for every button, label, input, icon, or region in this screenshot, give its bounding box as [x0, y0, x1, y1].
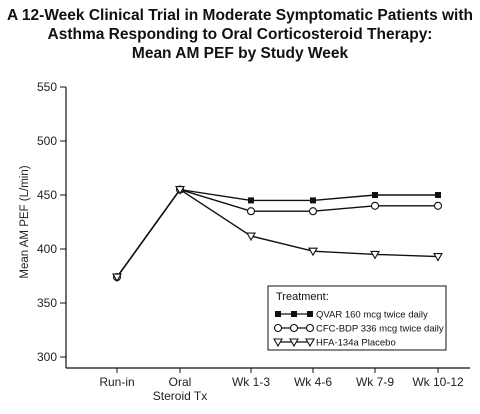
y-tick-label: 500	[37, 134, 57, 148]
legend-marker	[291, 311, 297, 317]
data-point	[433, 201, 443, 210]
title-line-1: A 12-Week Clinical Trial in Moderate Sym…	[7, 7, 473, 24]
legend-entry: QVAR 160 mcg twice daily	[316, 310, 428, 321]
y-tick-label: 450	[37, 188, 57, 202]
data-point	[248, 197, 254, 204]
series-line	[116, 188, 438, 278]
data-point	[370, 250, 380, 260]
title-line-3: Mean AM PEF by Study Week	[131, 45, 349, 62]
data-point	[308, 247, 318, 257]
data-point	[310, 197, 316, 204]
series-line	[116, 188, 439, 278]
data-point	[246, 207, 256, 216]
legend-entry: CFC-BDP 336 mcg twice daily	[316, 324, 444, 335]
x-tick-label: Run-in	[99, 375, 134, 389]
legend-marker	[289, 323, 299, 333]
legend-marker	[273, 323, 283, 333]
title-line-2: Asthma Responding to Oral Corticosteroid…	[47, 26, 433, 43]
legend-title: Treatment:	[276, 291, 329, 303]
x-tick-label: Steroid Tx	[153, 389, 207, 403]
series-line	[116, 188, 438, 278]
x-tick-label: Wk 7-9	[356, 375, 394, 389]
legend-marker	[305, 323, 315, 333]
chart-title: A 12-Week Clinical Trial in Moderate Sym…	[0, 6, 480, 63]
data-point	[175, 186, 185, 195]
series-3	[112, 186, 443, 283]
x-tick-label: Wk 4-6	[294, 375, 332, 389]
y-axis-label: Mean AM PEF (L/min)	[19, 165, 31, 278]
x-tick-label: Oral	[169, 375, 192, 389]
legend-marker	[289, 338, 299, 348]
data-point	[433, 253, 443, 262]
data-point	[246, 232, 256, 242]
data-point	[308, 207, 318, 216]
y-tick-label: 300	[37, 350, 57, 364]
legend-marker	[305, 338, 315, 348]
data-point	[435, 192, 441, 198]
legend-marker	[275, 311, 281, 317]
series-group	[112, 185, 443, 283]
y-tick-label: 550	[37, 80, 57, 94]
x-tick-label: Wk 10-12	[412, 375, 464, 389]
legend: Treatment: QVAR 160 mcg twice daily CFC-BD…	[267, 285, 447, 351]
data-point	[112, 273, 122, 283]
legend-marker	[273, 338, 283, 348]
y-tick-label: 350	[37, 296, 57, 310]
series-1	[114, 186, 441, 281]
data-point	[372, 192, 378, 198]
legend-marker	[307, 311, 313, 317]
data-point	[370, 201, 380, 210]
y-tick-label: 400	[37, 242, 57, 256]
x-tick-label: Wk 1-3	[232, 375, 270, 389]
legend-entry: HFA-134a Placebo	[316, 338, 396, 349]
